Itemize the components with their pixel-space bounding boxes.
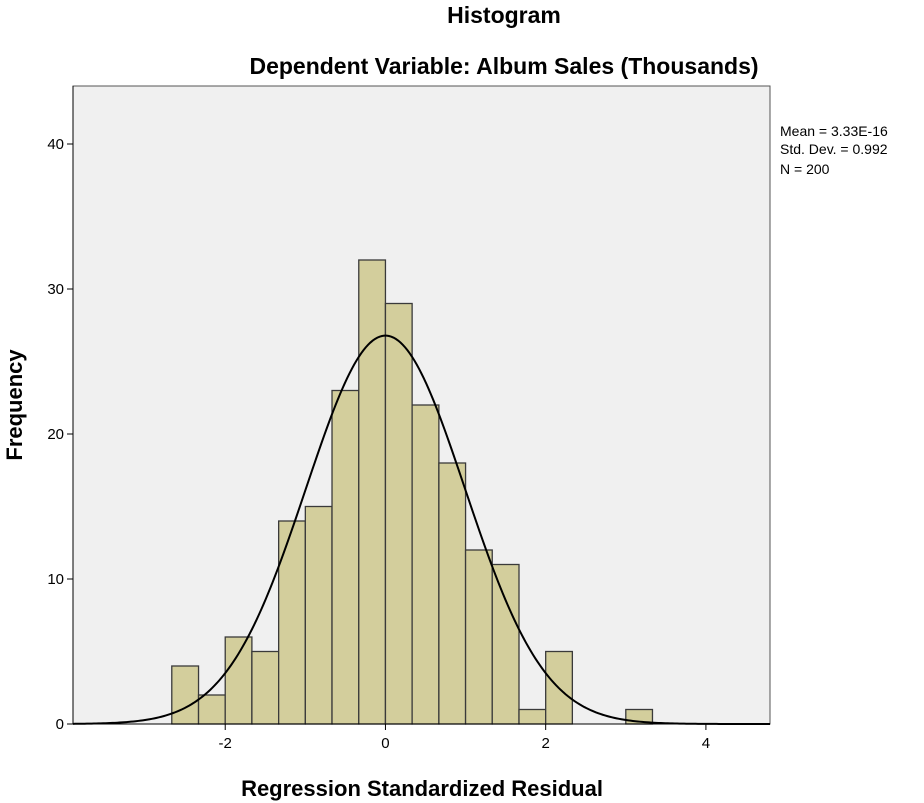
x-tick-label: -2 [219, 735, 232, 752]
y-tick-label: 20 [47, 426, 64, 443]
histogram-bar [384, 302, 413, 725]
stats-box: Mean = 3.33E-16 Std. Dev. = 0.992 N = 20… [780, 123, 888, 177]
y-tick-label: 40 [47, 136, 64, 153]
x-tick-label: 0 [381, 735, 389, 752]
histogram-bar [411, 404, 440, 725]
histogram-bar [518, 708, 547, 725]
x-axis-label: Regression Standardized Residual [241, 776, 603, 801]
stat-std-dev: Std. Dev. = 0.992 [780, 141, 888, 157]
histogram-bar [358, 259, 387, 725]
y-axis-label: Frequency [2, 349, 27, 461]
x-tick-label: 4 [702, 735, 710, 752]
histogram-bar [171, 665, 200, 725]
x-tick-label: 2 [542, 735, 550, 752]
histogram-bar [251, 650, 280, 725]
chart-title: Histogram [447, 2, 561, 28]
histogram-bar [278, 520, 306, 725]
chart-subtitle: Dependent Variable: Album Sales (Thousan… [249, 53, 758, 79]
histogram-bar [464, 549, 493, 725]
histogram-bar [304, 505, 333, 725]
stat-mean: Mean = 3.33E-16 [780, 123, 888, 139]
histogram-bar [438, 462, 467, 725]
y-tick-label: 10 [47, 571, 64, 588]
normal-curve [72, 334, 770, 725]
histogram-bar [224, 636, 253, 725]
y-tick-label: 30 [47, 281, 64, 298]
histogram-bar [491, 563, 520, 725]
histogram-bar [197, 694, 226, 725]
stat-n: N = 200 [780, 161, 830, 177]
histogram-bar [331, 389, 360, 725]
y-tick-label: 0 [56, 716, 64, 733]
